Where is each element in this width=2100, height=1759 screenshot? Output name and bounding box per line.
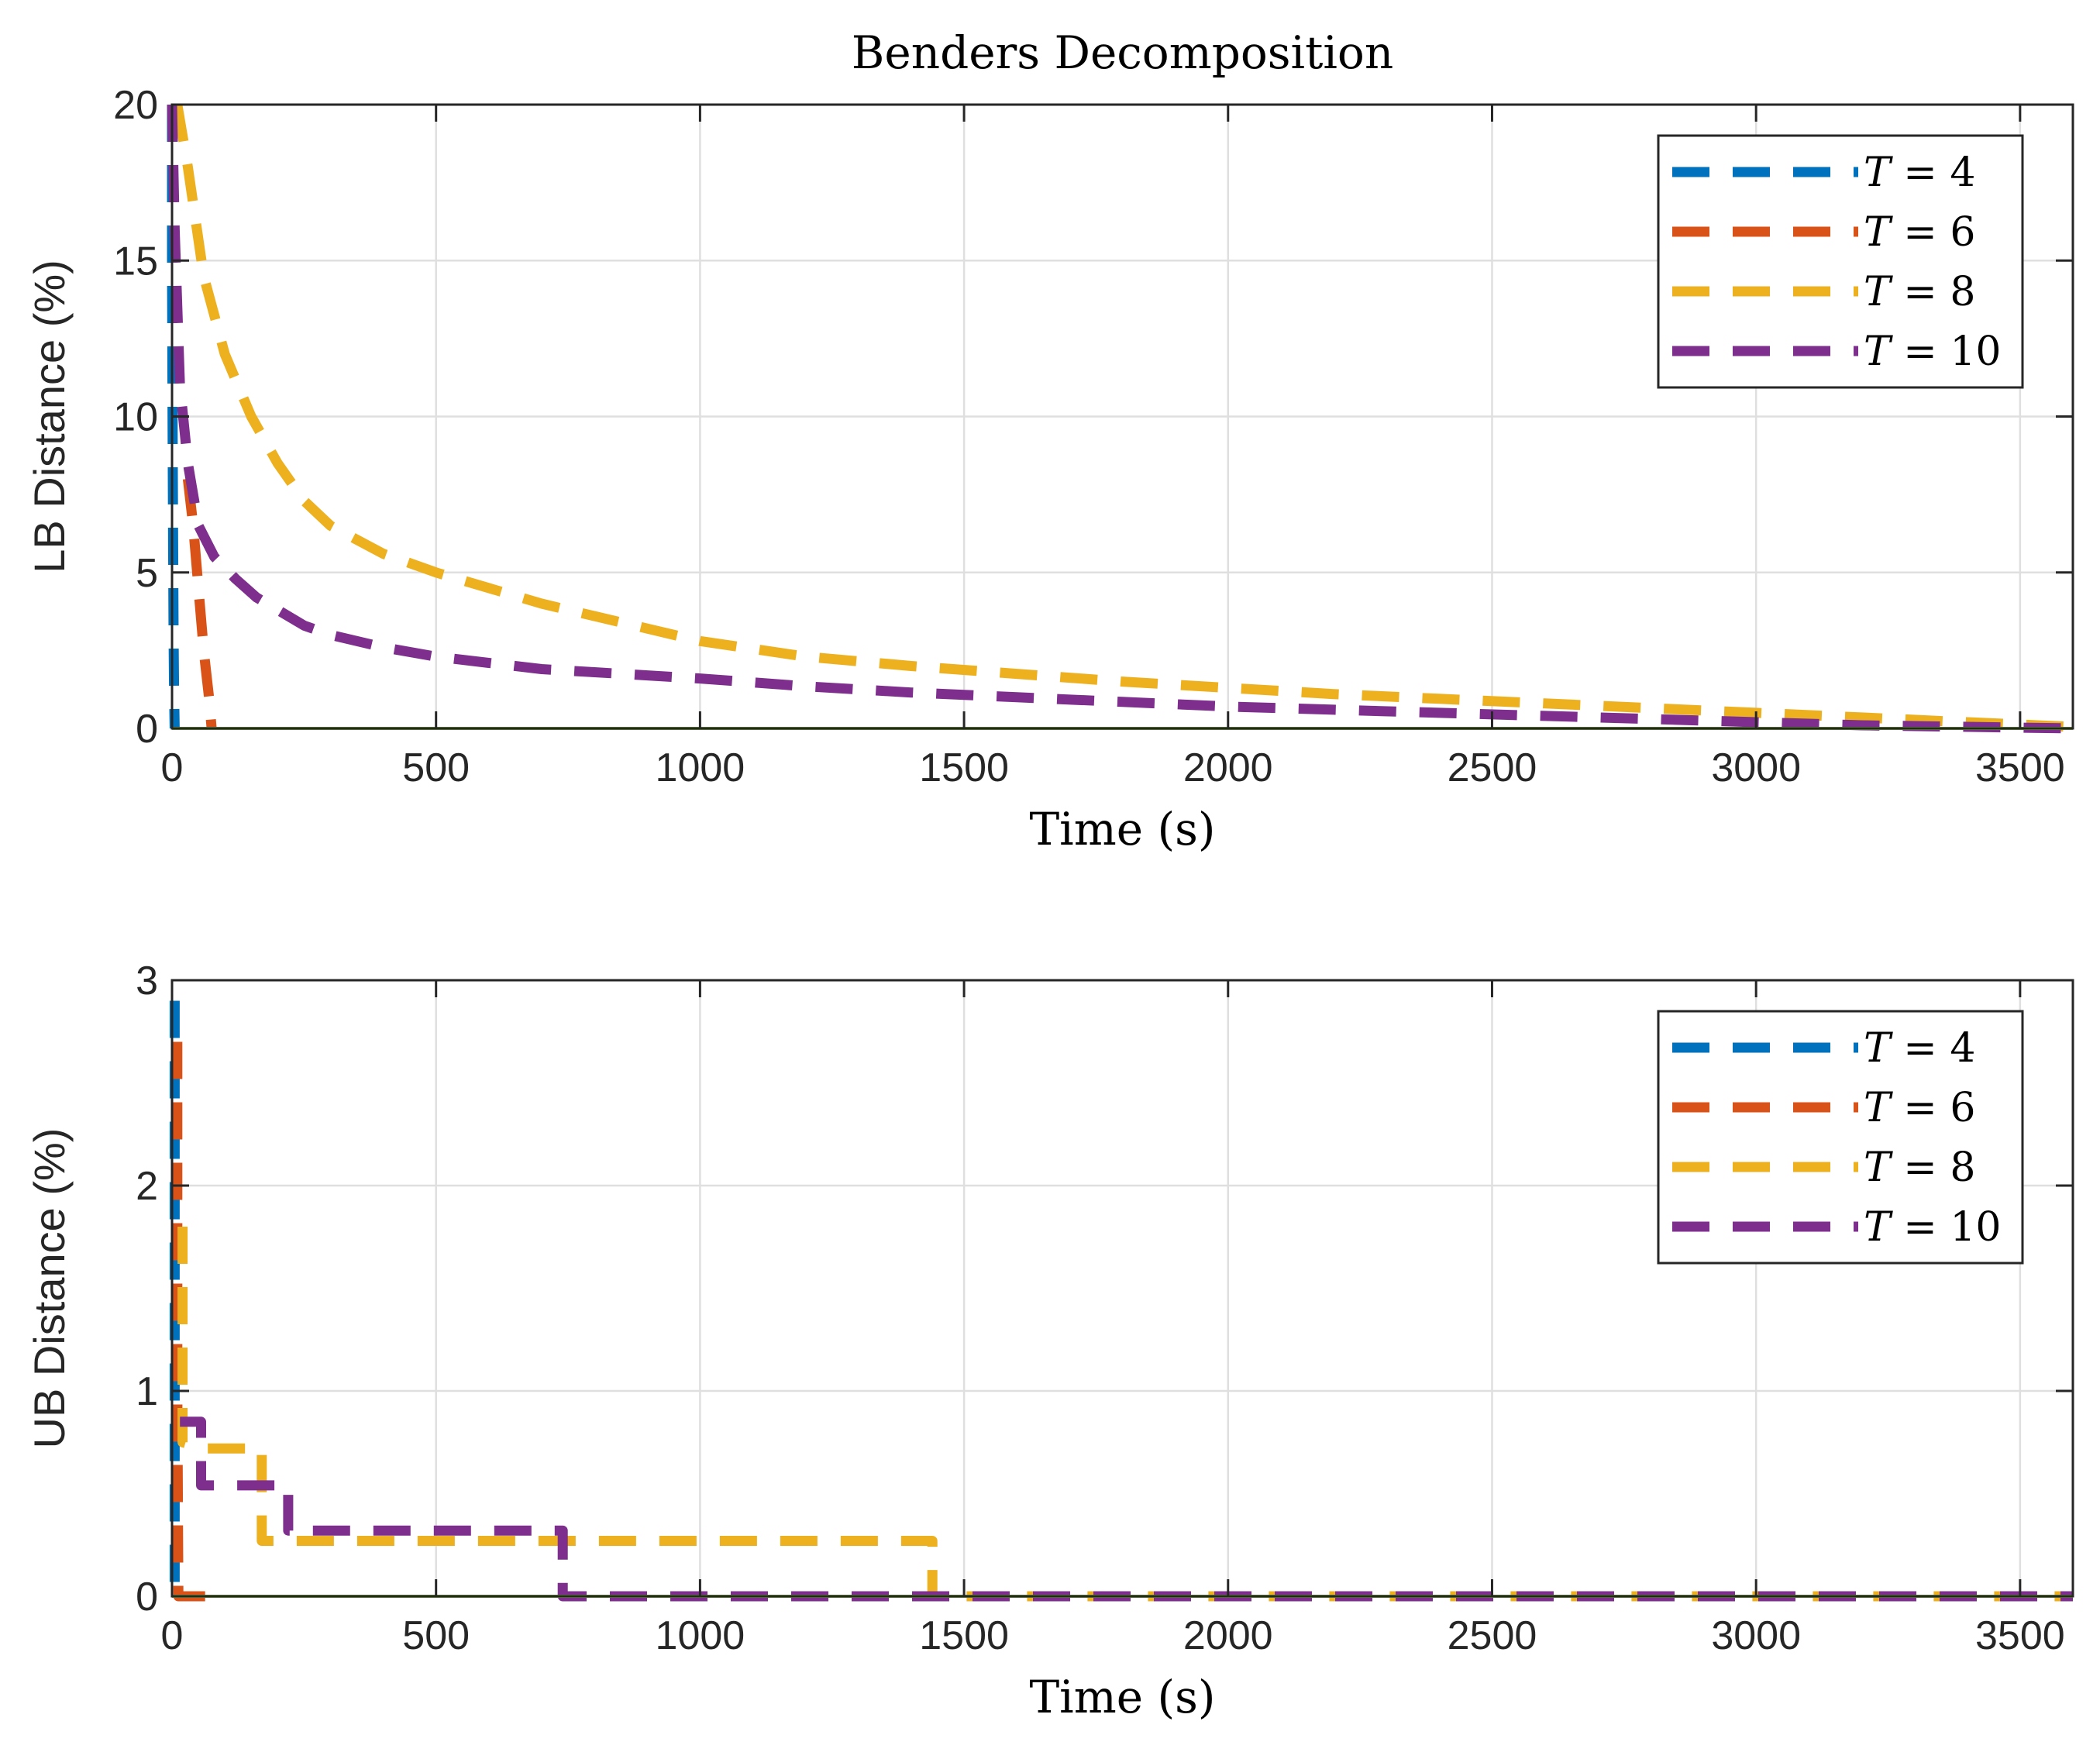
lb-y-tick-label: 15 [113,239,158,284]
ub-legend-label: T = 8 [1864,1145,1975,1191]
lb-y-tick-label: 20 [113,83,158,128]
legend-value: = 6 [1891,209,1976,256]
legend-value: = 4 [1891,150,1976,196]
ub-x-tick-label: 3500 [1975,1613,2065,1658]
legend-variable: T [1864,1085,1893,1131]
ub-x-tick-label: 500 [402,1613,470,1658]
ub-legend: T = 4T = 6T = 8T = 10 [1658,1011,2023,1263]
lb-y-tick-label: 0 [136,707,158,752]
ub-y-axis-label: UB Distance (%) [25,1128,74,1449]
ub-x-tick-label: 0 [161,1613,184,1658]
figure: 0 500 1000 1500 2000 2500 3000 350005101520 Ben… [0,0,2100,1759]
legend-variable: T [1864,269,1893,315]
lb-x-tick-label: 2000 [1183,745,1273,790]
legend-variable: T [1864,150,1893,196]
chart-title: Benders Decomposition [852,26,1393,79]
ub-x-tick-label: 2500 [1448,1613,1537,1658]
ub-x-tick-label: 1000 [656,1613,745,1658]
lb-x-tick-label: 1000 [656,745,745,790]
legend-variable: T [1864,1025,1893,1072]
legend-value: = 8 [1891,269,1976,315]
lb-legend-label: T = 10 [1864,329,2001,375]
lb-x-axis-label: Time (s) [1029,803,1215,855]
ub-x-tick-label: 2000 [1183,1613,1273,1658]
ub-legend-label: T = 4 [1864,1025,1975,1072]
ub-y-tick-label: 2 [136,1164,158,1209]
lb-x-tick-label: 3500 [1975,745,2065,790]
lb-x-tick-label: 2500 [1448,745,1537,790]
ub-y-tick-label: 3 [136,959,158,1003]
legend-value: = 10 [1891,1204,2002,1251]
lb-x-tick-label: 1500 [919,745,1009,790]
lb-distance-plot: 0 500 1000 1500 2000 2500 3000 3500 0 5 10 15 20 Ben… [25,26,2073,855]
lb-y-axis-label: LB Distance (%) [25,260,74,573]
ub-distance-plot: 0 500 1000 1500 2000 2500 3000 3500 0 1 2 3 Time (s… [25,959,2073,1723]
ub-x-axis-label: Time (s) [1029,1671,1215,1723]
lb-x-tick-label: 0 [161,745,184,790]
legend-variable: T [1864,1145,1893,1191]
lb-x-tick-label: 500 [402,745,470,790]
lb-legend: T = 4T = 6T = 8T = 10 [1658,136,2023,387]
lb-legend-label: T = 4 [1864,150,1975,196]
legend-variable: T [1864,329,1893,375]
lb-y-tick-label: 5 [136,551,158,596]
legend-value: = 6 [1891,1085,1976,1131]
ub-x-tick-label: 3000 [1711,1613,1801,1658]
legend-variable: T [1864,1204,1893,1251]
lb-x-tick-label: 3000 [1711,745,1801,790]
ub-y-tick-label: 0 [136,1575,158,1620]
lb-y-tick-label: 10 [113,395,158,440]
ub-y-tick-label: 1 [136,1369,158,1414]
legend-value: = 10 [1891,329,2002,375]
lb-legend-label: T = 8 [1864,269,1975,315]
ub-legend-label: T = 6 [1864,1085,1975,1131]
ub-legend-label: T = 10 [1864,1204,2001,1251]
lb-legend-label: T = 6 [1864,209,1975,256]
legend-variable: T [1864,209,1893,256]
ub-x-tick-label: 1500 [919,1613,1009,1658]
legend-value: = 8 [1891,1145,1976,1191]
legend-value: = 4 [1891,1025,1976,1072]
